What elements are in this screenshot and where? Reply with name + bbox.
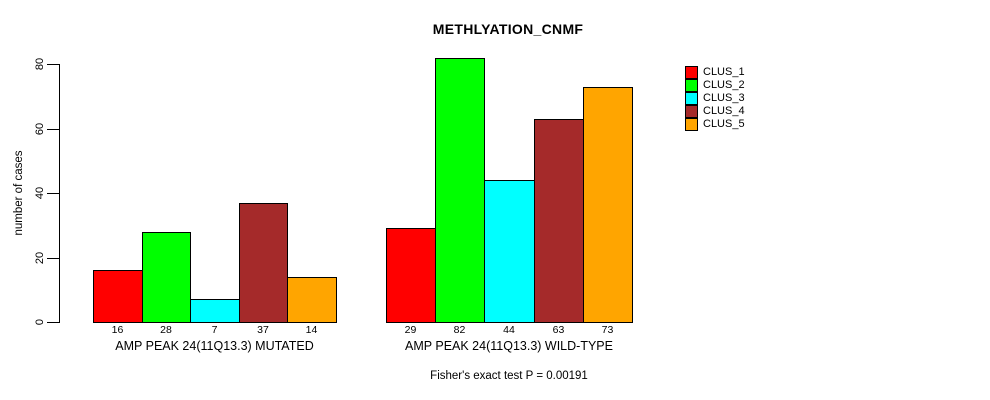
fisher-test-annotation: Fisher's exact test P = 0.00191 bbox=[430, 370, 588, 382]
y-axis-line bbox=[59, 64, 60, 323]
bar-clus_4 bbox=[534, 119, 584, 323]
bar-value-label: 73 bbox=[601, 324, 614, 336]
legend-item: CLUS_4 bbox=[685, 105, 745, 118]
legend-item-label: CLUS_2 bbox=[703, 79, 745, 91]
group-label: AMP PEAK 24(11Q13.3) MUTATED bbox=[115, 339, 314, 353]
legend-item-label: CLUS_4 bbox=[703, 105, 745, 117]
bar-value-label: 28 bbox=[160, 324, 172, 336]
legend-item-label: CLUS_5 bbox=[703, 118, 745, 130]
legend-swatch bbox=[685, 66, 698, 79]
y-tick-label: 40 bbox=[34, 186, 46, 200]
y-tick-label: 60 bbox=[34, 122, 46, 135]
legend-item: CLUS_1 bbox=[685, 66, 745, 79]
y-axis-label: number of cases bbox=[13, 150, 25, 236]
bar-value-label: 63 bbox=[552, 324, 565, 336]
bar-clus_4 bbox=[239, 203, 288, 323]
bar-clus_5 bbox=[583, 87, 633, 323]
bar-value-label: 14 bbox=[305, 324, 318, 336]
bar-clus_3 bbox=[190, 299, 240, 323]
bar-value-label: 7 bbox=[211, 324, 218, 336]
bar-value-label: 44 bbox=[503, 324, 515, 336]
y-tick bbox=[47, 64, 59, 65]
legend-swatch bbox=[685, 79, 698, 92]
legend-swatch bbox=[685, 118, 698, 131]
y-tick bbox=[47, 257, 59, 259]
y-tick bbox=[47, 193, 59, 194]
bar-clus_3 bbox=[484, 180, 535, 323]
y-tick-label: 0 bbox=[34, 318, 46, 326]
legend-item-label: CLUS_1 bbox=[703, 66, 745, 78]
bar-clus_5 bbox=[287, 277, 337, 323]
legend-item: CLUS_5 bbox=[685, 118, 745, 131]
group-label: AMP PEAK 24(11Q13.3) WILD-TYPE bbox=[405, 339, 613, 353]
chart-title: METHLYATION_CNMF bbox=[432, 21, 584, 37]
legend: CLUS_1 CLUS_2 CLUS_3 CLUS_4 CLUS_5 bbox=[685, 66, 745, 131]
legend-swatch bbox=[685, 92, 698, 105]
bar-clus_1 bbox=[386, 228, 436, 323]
y-tick-label: 80 bbox=[34, 57, 46, 71]
legend-item: CLUS_3 bbox=[685, 92, 745, 105]
bar-clus_2 bbox=[142, 232, 191, 323]
y-tick-label: 20 bbox=[34, 251, 46, 264]
bar-value-label: 29 bbox=[404, 324, 417, 336]
y-tick bbox=[47, 322, 59, 323]
bar-clus_2 bbox=[435, 58, 485, 323]
bar-value-label: 16 bbox=[111, 324, 124, 336]
y-tick bbox=[47, 128, 59, 130]
legend-swatch bbox=[685, 105, 698, 118]
bar-value-label: 82 bbox=[453, 324, 466, 336]
legend-item-label: CLUS_3 bbox=[703, 92, 745, 104]
legend-item: CLUS_2 bbox=[685, 79, 745, 92]
bar-clus_1 bbox=[93, 270, 143, 323]
bar-value-label: 37 bbox=[257, 324, 269, 336]
